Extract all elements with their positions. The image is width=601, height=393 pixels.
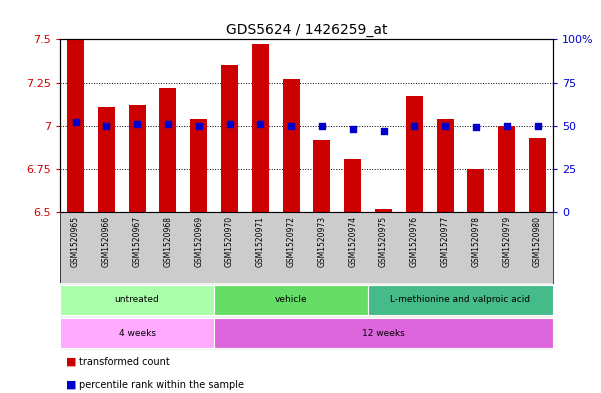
Point: [471, 124, 481, 130]
Text: GSM1520970: GSM1520970: [225, 216, 234, 267]
Text: transformed count: transformed count: [79, 356, 170, 367]
Point: [441, 123, 450, 129]
Point: [379, 128, 388, 134]
Bar: [498, 126, 515, 212]
Text: GSM1520973: GSM1520973: [317, 216, 326, 267]
Point: [163, 121, 172, 127]
Bar: [60, 285, 214, 315]
Bar: [437, 119, 454, 212]
Bar: [60, 318, 214, 348]
Bar: [214, 318, 553, 348]
Bar: [221, 65, 238, 212]
Text: GSM1520966: GSM1520966: [102, 216, 111, 267]
Text: percentile rank within the sample: percentile rank within the sample: [79, 380, 245, 390]
Bar: [344, 159, 361, 212]
Title: GDS5624 / 1426259_at: GDS5624 / 1426259_at: [226, 23, 387, 37]
Text: GSM1520967: GSM1520967: [133, 216, 142, 267]
Bar: [375, 209, 392, 212]
Text: ■: ■: [66, 356, 76, 367]
Text: GSM1520971: GSM1520971: [256, 216, 265, 267]
Bar: [314, 140, 331, 212]
Text: GSM1520976: GSM1520976: [410, 216, 419, 267]
Point: [502, 123, 511, 129]
Point: [225, 121, 234, 127]
Text: untreated: untreated: [115, 295, 159, 304]
Text: GSM1520977: GSM1520977: [441, 216, 450, 267]
Bar: [368, 285, 553, 315]
Point: [348, 126, 358, 132]
Text: GSM1520972: GSM1520972: [287, 216, 296, 267]
Point: [532, 123, 542, 129]
Bar: [529, 138, 546, 212]
Bar: [191, 119, 207, 212]
Bar: [159, 88, 176, 212]
Point: [194, 123, 204, 129]
Text: GSM1520980: GSM1520980: [533, 216, 542, 267]
Text: GSM1520969: GSM1520969: [194, 216, 203, 267]
Point: [286, 123, 296, 129]
Point: [409, 123, 419, 129]
Bar: [282, 79, 299, 212]
Text: 4 weeks: 4 weeks: [118, 329, 156, 338]
Bar: [252, 44, 269, 212]
Bar: [129, 105, 145, 212]
Point: [132, 121, 142, 127]
Bar: [468, 169, 484, 212]
Bar: [98, 107, 115, 212]
Point: [102, 123, 111, 129]
Text: GSM1520965: GSM1520965: [71, 216, 80, 267]
Text: GSM1520975: GSM1520975: [379, 216, 388, 267]
Text: GSM1520968: GSM1520968: [163, 216, 172, 267]
Text: GSM1520978: GSM1520978: [471, 216, 480, 267]
Text: vehicle: vehicle: [275, 295, 308, 304]
Bar: [214, 285, 368, 315]
Text: ■: ■: [66, 380, 76, 390]
Text: L-methionine and valproic acid: L-methionine and valproic acid: [391, 295, 531, 304]
Text: 12 weeks: 12 weeks: [362, 329, 405, 338]
Bar: [67, 39, 84, 212]
Point: [255, 121, 265, 127]
Text: GSM1520974: GSM1520974: [348, 216, 357, 267]
Bar: [406, 96, 423, 212]
Point: [317, 123, 327, 129]
Text: GSM1520979: GSM1520979: [502, 216, 511, 267]
Point: [71, 119, 81, 125]
